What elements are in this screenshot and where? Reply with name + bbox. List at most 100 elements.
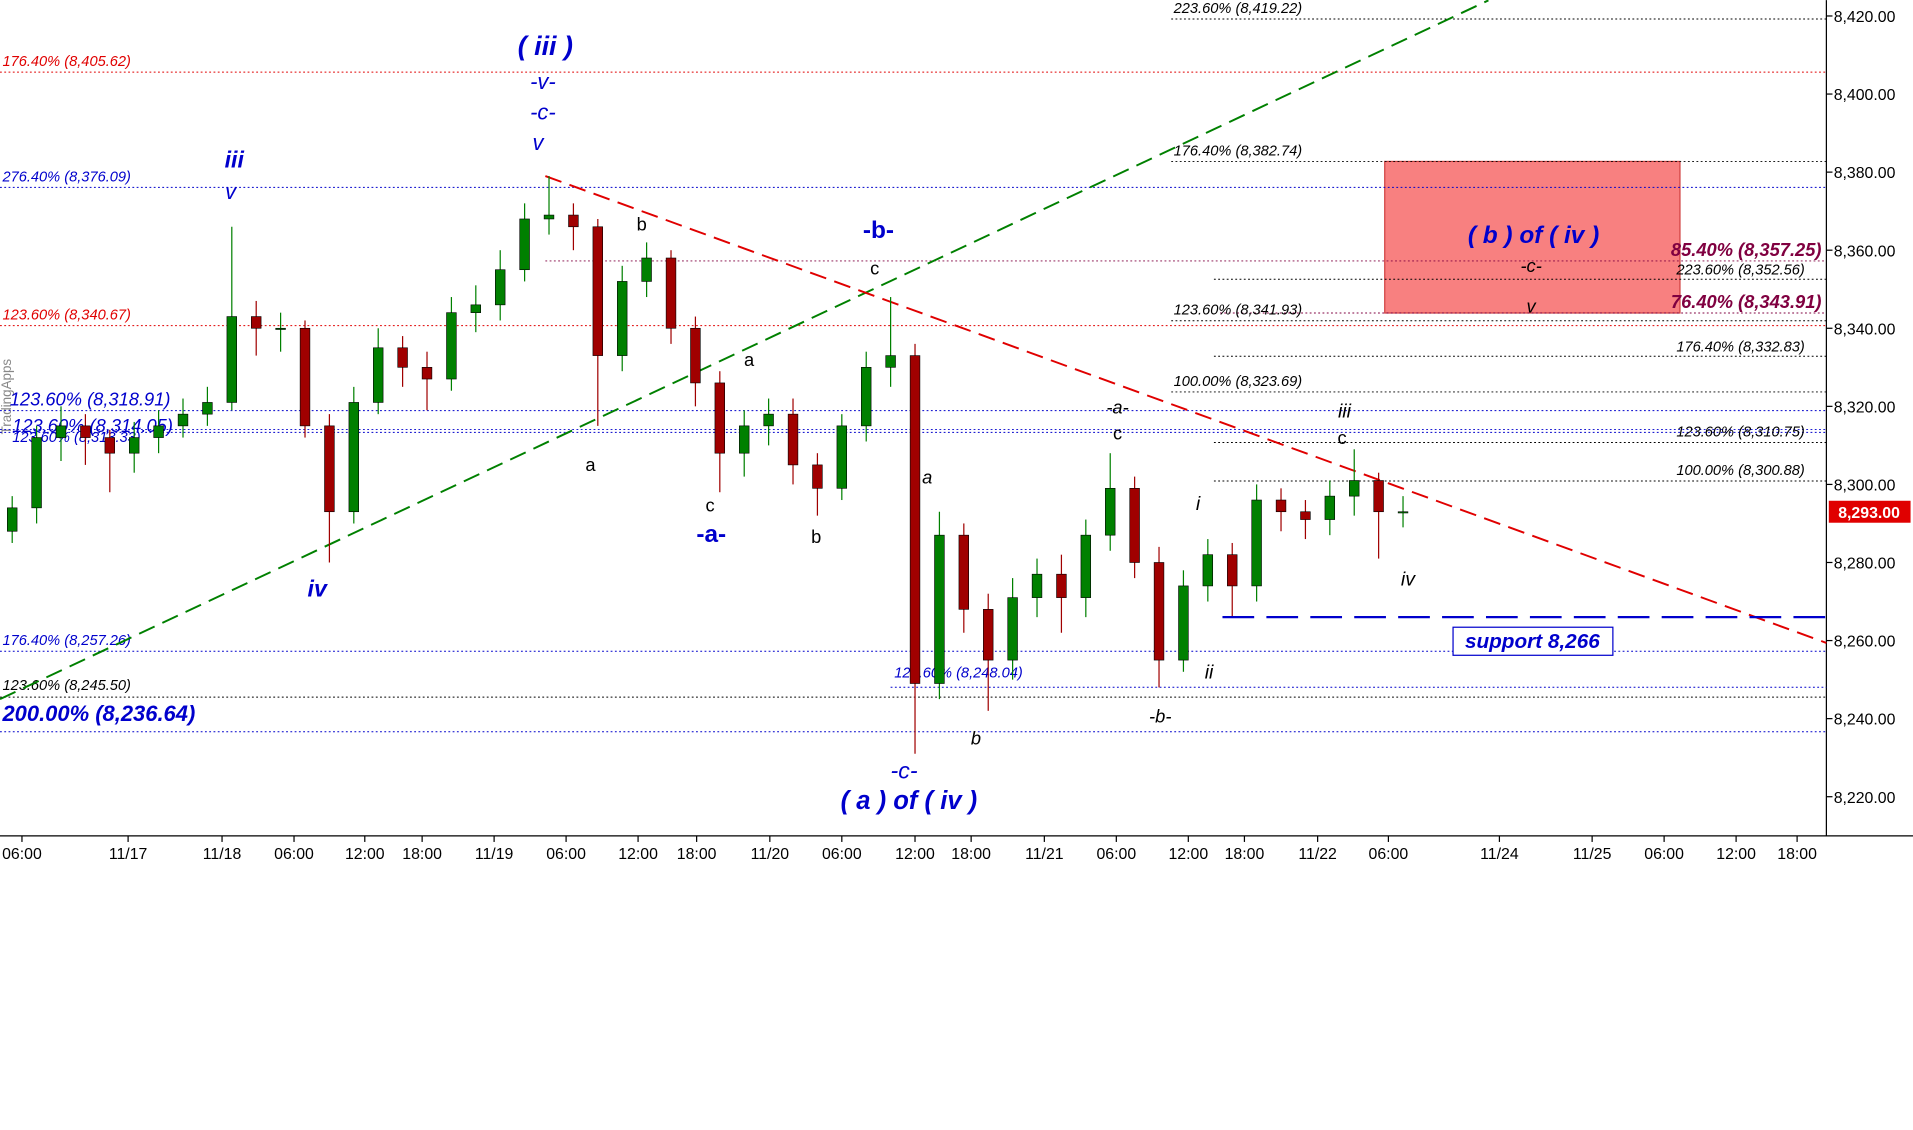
candle-body — [592, 226, 603, 356]
trendline — [545, 175, 1827, 644]
fib-label: 100.00% (8,323.69) — [1174, 374, 1302, 390]
candle-body — [983, 609, 994, 661]
x-tick-label: 11/24 — [1480, 846, 1519, 863]
candle-body — [421, 367, 433, 380]
wave-label: i — [1196, 493, 1201, 515]
x-tick-label: 18:00 — [402, 846, 442, 863]
fib-label: 223.60% (8,419.22) — [1173, 1, 1302, 17]
x-tick-label: 11/21 — [1025, 846, 1064, 863]
last-price-label: 8,293.00 — [1838, 505, 1900, 522]
fib-label: 123.60% (8,245.50) — [2, 678, 130, 694]
candle-body — [665, 257, 677, 329]
wave-label: -c- — [891, 758, 918, 784]
candle-body — [495, 269, 506, 306]
x-tick-label: 18:00 — [1777, 846, 1817, 863]
x-tick-label: 06:00 — [1644, 846, 1684, 863]
wave-label: a — [585, 454, 596, 475]
wave-label: iv — [1401, 569, 1416, 591]
fib-label: 176.40% (8,257.26) — [2, 633, 130, 649]
candle-body — [543, 214, 555, 220]
y-tick-label: 8,340.00 — [1834, 321, 1896, 338]
candle-body — [1153, 562, 1165, 661]
candle-body — [1349, 480, 1360, 497]
x-tick-label: 12:00 — [1168, 846, 1208, 863]
candle-body — [80, 425, 91, 438]
y-tick-label: 8,400.00 — [1834, 87, 1896, 104]
fib-label: 123.60% (8,248.04) — [894, 665, 1022, 681]
trendline — [0, 0, 1489, 701]
fib-label: 223.60% (8,352.56) — [1675, 262, 1804, 278]
wave-label: c — [870, 258, 879, 279]
x-tick-label: 12:00 — [618, 846, 658, 863]
x-tick-label: 06:00 — [2, 846, 42, 863]
candle-body — [934, 534, 945, 684]
candle-body — [7, 507, 18, 532]
y-tick-label: 8,360.00 — [1834, 243, 1896, 260]
candle-body — [763, 413, 774, 427]
y-tick-label: 8,420.00 — [1834, 9, 1896, 26]
x-tick-label: 11/17 — [109, 846, 148, 863]
candle-body — [348, 402, 359, 513]
fib-label: 123.60% (8,318.91) — [10, 389, 171, 410]
candle-body — [397, 347, 408, 368]
wave-label: c — [1113, 422, 1122, 443]
wave-label: -c- — [530, 100, 556, 125]
candle-body — [446, 312, 457, 380]
x-tick-label: 12:00 — [1716, 846, 1756, 863]
candle-body — [1251, 499, 1262, 587]
wave-label: b — [811, 526, 821, 547]
fib-label: 123.60% (8,310.75) — [1676, 424, 1804, 440]
wave-label: -c- — [1520, 255, 1541, 276]
candle-body — [1227, 554, 1238, 587]
fib-label: 123.60% (8,314.05) — [12, 415, 173, 436]
candle-body — [104, 437, 115, 454]
support-label: support 8,266 — [1465, 630, 1600, 653]
candle-body — [836, 425, 848, 489]
candle-body — [1397, 511, 1409, 514]
wave-label: ii — [1205, 661, 1214, 683]
candle-body — [299, 327, 311, 427]
y-tick-label: 8,280.00 — [1834, 556, 1896, 573]
candle-body — [812, 464, 823, 489]
candle-body — [1300, 511, 1311, 520]
candle-body — [1007, 597, 1018, 661]
candle-body — [1080, 534, 1092, 598]
zone-label: ( b ) of ( iv ) — [1468, 222, 1599, 249]
wave-label: c — [1337, 427, 1346, 448]
candle-body — [958, 534, 970, 610]
x-tick-label: 06:00 — [1369, 846, 1409, 863]
wave-label: a — [922, 466, 932, 487]
x-tick-label: 18:00 — [677, 846, 717, 863]
candle-body — [568, 214, 579, 228]
candle-body — [617, 281, 628, 356]
fib-label: 200.00% (8,236.64) — [1, 701, 195, 726]
fib-label: 85.40% (8,357.25) — [1671, 239, 1822, 260]
wave-label: b — [971, 727, 981, 748]
candle-body — [373, 347, 384, 403]
candle-body — [1178, 585, 1189, 661]
x-tick-label: 11/25 — [1573, 846, 1612, 863]
candle-body — [1202, 554, 1214, 587]
candle-body — [1129, 488, 1140, 563]
x-tick-label: 06:00 — [1096, 846, 1136, 863]
candle-body — [739, 425, 750, 454]
y-tick-label: 8,380.00 — [1834, 165, 1896, 182]
wave-label: iii — [225, 146, 245, 172]
candle-body — [909, 355, 921, 684]
candle-body — [641, 257, 652, 282]
x-tick-label: 11/19 — [475, 846, 514, 863]
fib-label: 76.40% (8,343.91) — [1671, 291, 1822, 312]
wave-label: c — [705, 494, 714, 515]
y-tick-label: 8,240.00 — [1834, 712, 1896, 729]
watermark: TradingApps — [0, 359, 14, 435]
fib-label: 176.40% (8,332.83) — [1676, 339, 1804, 355]
wave-label: a — [744, 349, 755, 370]
wave-label: iii — [1338, 400, 1352, 422]
candle-body — [251, 316, 262, 329]
candle-body — [129, 437, 140, 454]
candle-body — [153, 425, 164, 438]
candle-body — [1275, 499, 1287, 513]
x-tick-label: 11/20 — [751, 846, 790, 863]
